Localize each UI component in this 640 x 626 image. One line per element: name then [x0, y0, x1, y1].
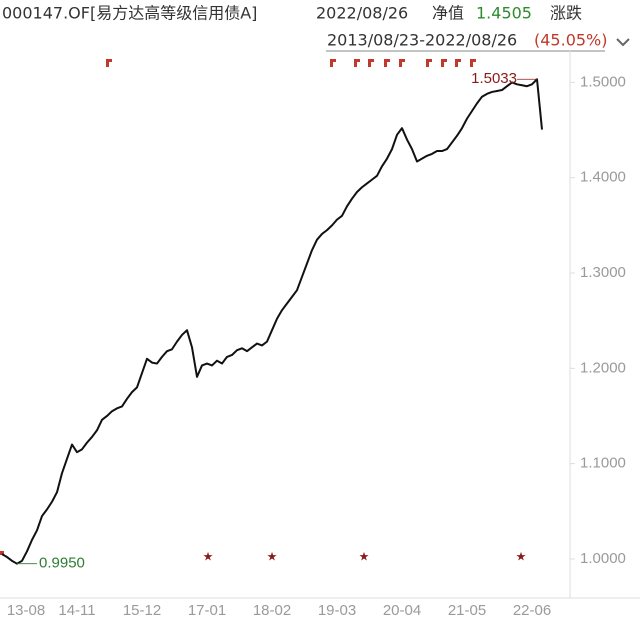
x-tick-label: 13-08	[7, 602, 45, 619]
date-range[interactable]: 2013/08/23-2022/08/26	[327, 31, 517, 50]
y-tick-label: 1.0000	[580, 550, 626, 567]
annotation-label: 1.5033	[471, 70, 517, 87]
nav-value: 1.4505	[476, 4, 532, 23]
y-tick-label: 1.5000	[580, 73, 626, 90]
x-tick-label: 19-03	[318, 602, 356, 619]
annotation-label: 0.9950	[39, 555, 85, 572]
nav-line	[1, 78, 543, 565]
x-tick-label: 17-01	[188, 602, 226, 619]
change-label: 涨跌	[550, 4, 582, 23]
fund-code: 000147.OF[易方达高等级信用债A]	[2, 4, 257, 23]
y-tick-label: 1.3000	[580, 264, 626, 281]
date: 2022/08/26	[316, 4, 408, 23]
event-flags	[106, 59, 476, 67]
x-tick-label: 15-12	[123, 602, 161, 619]
x-tick-label: 18-02	[253, 602, 291, 619]
svg-text:★: ★	[516, 550, 527, 564]
svg-text:★: ★	[203, 550, 214, 564]
dropdown-arrow[interactable]	[616, 38, 630, 47]
nav-label: 净值	[432, 4, 464, 23]
y-tick-label: 1.1000	[580, 455, 626, 472]
y-tick-label: 1.2000	[580, 359, 626, 376]
y-tick-label: 1.4000	[580, 169, 626, 186]
svg-text:★: ★	[267, 550, 278, 564]
x-tick-label: 14-11	[58, 602, 95, 619]
x-tick-label: 22-06	[513, 602, 551, 619]
event-stars: ★ ★ ★ ★	[203, 550, 527, 564]
svg-text:★: ★	[359, 550, 370, 564]
x-tick-label: 20-04	[383, 602, 421, 619]
x-tick-label: 21-05	[448, 602, 486, 619]
range-change: (45.05%)	[534, 31, 608, 50]
